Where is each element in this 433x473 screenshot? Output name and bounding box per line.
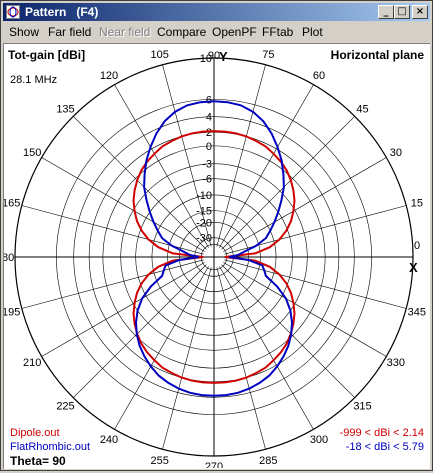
radial-tick-label: -10 — [196, 190, 212, 202]
grid-spoke — [21, 259, 204, 309]
menu-plot[interactable]: Plot — [302, 25, 323, 39]
grid-spoke — [216, 64, 266, 247]
angle-tick-label: 105 — [150, 49, 168, 61]
radial-tick-label: 6 — [206, 94, 212, 106]
grid-spoke — [73, 264, 207, 398]
angle-tick-label: 75 — [262, 49, 274, 61]
angle-tick-label: 285 — [259, 455, 277, 467]
angle-tick-label: 0 — [414, 240, 420, 252]
radial-axis-label: Tot-gain [dBi] — [8, 48, 85, 62]
grid-spoke — [224, 259, 407, 309]
flat-rhombic-trace — [134, 100, 294, 397]
radial-tick-label: -3 — [202, 159, 212, 171]
grid-spoke — [221, 116, 355, 250]
trace1-range: -999 < dBi < 2.14 — [340, 427, 424, 439]
window-title: Pattern (F4) — [25, 5, 99, 19]
radial-tick-label: -20 — [196, 217, 212, 229]
grid-spoke — [223, 262, 387, 357]
angle-tick-label: 165 — [4, 198, 20, 210]
polar-chart: 90 75604530150345330315300285270255240225… — [0, 48, 426, 473]
traces — [132, 100, 296, 397]
minimize-button[interactable]: _ — [378, 5, 394, 19]
angle-tick-label: 225 — [56, 400, 74, 412]
y-axis-marker: Y — [219, 49, 228, 64]
grid-spoke — [219, 84, 314, 248]
grid-spoke — [162, 267, 212, 450]
angle-tick-label: 195 — [4, 306, 20, 318]
x-axis-marker: X — [409, 260, 418, 275]
grid-spoke — [73, 116, 207, 250]
angle-tick-label: 300 — [310, 434, 328, 446]
grid-spoke — [162, 64, 212, 247]
grid-spoke — [216, 267, 266, 450]
radial-tick-label: -30 — [196, 233, 212, 245]
plane-title: Horizontal plane — [331, 48, 425, 62]
menu-show[interactable]: Show — [9, 25, 40, 39]
radial-labels: 10 6 4 2 0 -3 -6 -10 -15-20 -30 — [196, 53, 212, 245]
angle-tick-label: 315 — [353, 400, 371, 412]
grid-spoke — [41, 157, 205, 252]
trace2-range: -18 < dBi < 5.79 — [346, 441, 424, 453]
radial-tick-label: -6 — [202, 174, 212, 186]
angle-tick-label: 45 — [356, 104, 368, 116]
angle-labels: 90 75604530150345330315300285270255240225… — [0, 49, 426, 473]
angle-tick-label: 135 — [56, 104, 74, 116]
radial-tick-label: -15 — [196, 206, 212, 218]
frequency-label: 28.1 MHz — [10, 74, 57, 86]
menu-bar: Show Far field Near field Compare OpenPF… — [3, 22, 430, 42]
menu-openpf[interactable]: OpenPF — [212, 25, 257, 39]
theta-label: Theta= 90 — [10, 454, 66, 468]
menu-far-field[interactable]: Far field — [48, 25, 92, 39]
angle-tick-label: 330 — [387, 357, 405, 369]
angle-tick-label: 345 — [408, 306, 426, 318]
grid-spoke — [223, 157, 387, 252]
radial-tick-label: 2 — [206, 127, 212, 139]
grid-spoke — [221, 264, 355, 398]
radial-tick-label: 4 — [206, 112, 212, 124]
menu-near-field[interactable]: Near field — [99, 25, 151, 39]
angle-tick-label: 240 — [100, 434, 118, 446]
grid-spoke — [219, 266, 314, 430]
angle-tick-label: 210 — [23, 357, 41, 369]
radial-tick-label: 0 — [206, 141, 212, 153]
dipole-trace — [132, 130, 296, 384]
plot-area[interactable]: 90 75 60 45 30 15 0 345 330 315 300 285 270 255 240 225… — [0, 43, 430, 473]
grid-spoke — [114, 266, 209, 430]
app-icon — [6, 5, 20, 19]
angle-tick-label: 255 — [150, 455, 168, 467]
menu-fftab[interactable]: FFtab — [262, 25, 294, 39]
angle-tick-label: 60 — [313, 70, 325, 82]
angle-tick-label: 270 — [205, 461, 223, 468]
angle-tick-label: 30 — [390, 147, 402, 159]
menu-compare[interactable]: Compare — [157, 25, 207, 39]
radial-tick-label: 10 — [200, 53, 212, 65]
title-bar[interactable]: Pattern (F4) _ □ × — [3, 3, 430, 21]
angle-tick-label: 90 — [208, 50, 220, 62]
angle-tick-label: 150 — [23, 147, 41, 159]
trace1-name: Dipole.out — [10, 427, 60, 439]
close-button[interactable]: × — [412, 5, 428, 19]
maximize-button[interactable]: □ — [394, 5, 410, 19]
grid-spoke — [41, 262, 205, 357]
angle-tick-label: 120 — [100, 70, 118, 82]
angle-tick-label: 180 — [4, 252, 14, 264]
angle-tick-label: 15 — [411, 198, 423, 210]
grid-spoke — [114, 84, 209, 248]
trace2-name: FlatRhombic.out — [10, 441, 90, 453]
